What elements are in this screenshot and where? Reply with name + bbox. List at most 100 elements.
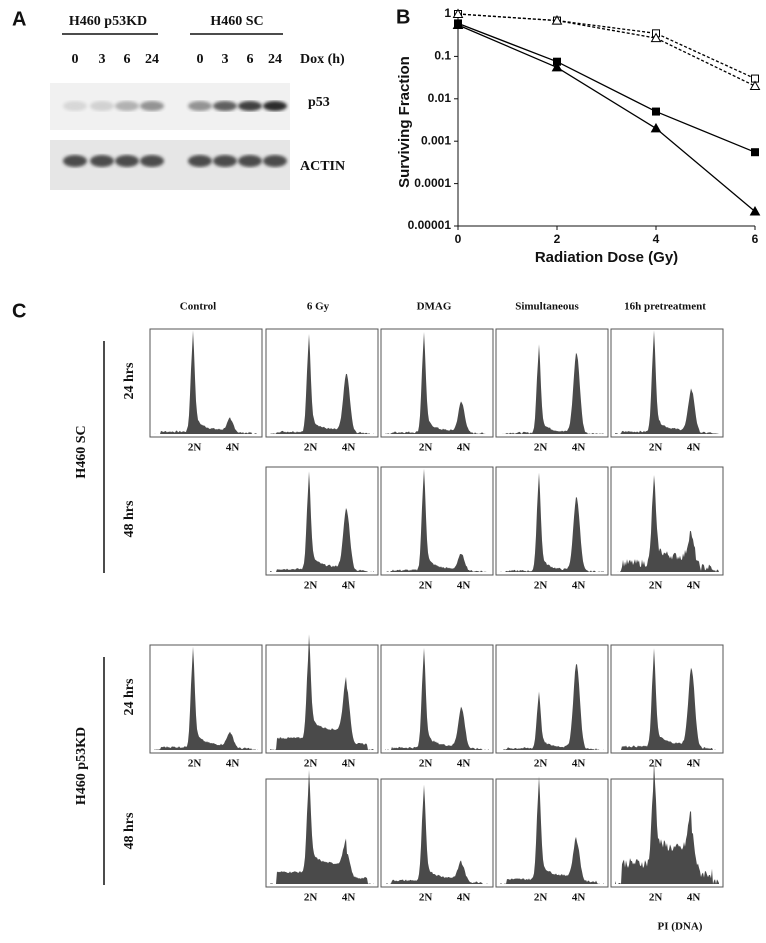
lane-label: 24 — [268, 52, 282, 67]
row-label: 24 hrs — [122, 678, 137, 716]
histogram-frame — [265, 328, 379, 438]
histogram — [615, 648, 719, 750]
histogram-frame — [495, 644, 609, 754]
y-axis-label: Surviving Fraction — [396, 56, 413, 188]
ploidy-label: 2N — [304, 892, 318, 904]
actin-band — [115, 155, 139, 167]
ploidy-label: 2N — [649, 892, 663, 904]
x-tick-label: 2 — [554, 232, 561, 246]
p53-band — [63, 101, 87, 111]
row-label: 48 hrs — [122, 812, 137, 850]
group-label: H460 p53KD — [74, 727, 89, 805]
ploidy-label: 4N — [342, 758, 356, 770]
actin-band — [90, 155, 114, 167]
ploidy-label: 2N — [534, 580, 548, 592]
lane-label: 3 — [99, 52, 106, 67]
x-tick-label: 6 — [752, 232, 759, 246]
column-header: Simultaneous — [515, 301, 579, 313]
series-line — [457, 24, 756, 212]
series-line — [457, 13, 756, 80]
lane-label: 24 — [145, 52, 159, 67]
ploidy-label: 2N — [534, 892, 548, 904]
histogram-frame — [495, 466, 609, 576]
y-tick-label: 0.1 — [434, 49, 451, 63]
marker — [650, 32, 662, 43]
histogram-frame — [149, 644, 263, 754]
column-header: Control — [180, 301, 216, 313]
actin-band — [140, 155, 164, 167]
row-label: 48 hrs — [122, 500, 137, 538]
time-label: Dox (h) — [300, 52, 345, 67]
histogram — [615, 330, 719, 434]
panel-letter: A — [12, 8, 26, 30]
column-header: DMAG — [417, 301, 452, 313]
x-axis-label: Radiation Dose (Gy) — [535, 249, 678, 266]
x-tick-label: 0 — [455, 232, 462, 246]
marker — [650, 122, 662, 133]
ploidy-label: 2N — [419, 758, 433, 770]
actin-band — [263, 155, 287, 167]
p53-band — [213, 101, 237, 111]
ploidy-label: 2N — [188, 442, 202, 454]
histogram — [270, 471, 374, 572]
band-label: p53 — [308, 95, 330, 110]
histogram — [270, 334, 374, 434]
p53-band — [263, 101, 287, 111]
group-label: H460 p53KD — [69, 14, 147, 29]
ploidy-label: 2N — [419, 892, 433, 904]
column-header: 16h pretreatment — [624, 301, 706, 313]
y-tick-label: 0.0001 — [414, 176, 451, 190]
p53-band — [115, 101, 139, 111]
ploidy-label: 4N — [572, 892, 586, 904]
p53-band — [140, 101, 164, 111]
histogram — [385, 647, 489, 750]
histogram — [500, 472, 604, 572]
marker — [551, 61, 563, 72]
ploidy-label: 4N — [342, 442, 356, 454]
lane-label: 0 — [72, 52, 79, 67]
histogram-frame — [495, 328, 609, 438]
marker — [749, 80, 761, 91]
ploidy-label: 2N — [188, 758, 202, 770]
ploidy-label: 2N — [649, 442, 663, 454]
actin-band — [188, 155, 212, 167]
ploidy-label: 4N — [572, 442, 586, 454]
marker — [652, 107, 660, 116]
ploidy-label: 4N — [572, 758, 586, 770]
ploidy-label: 2N — [534, 442, 548, 454]
p53-band — [238, 101, 262, 111]
ploidy-label: 4N — [687, 892, 701, 904]
ploidy-label: 4N — [457, 442, 471, 454]
histogram-frame — [380, 328, 494, 438]
lane-label: 6 — [124, 52, 131, 67]
histogram-frame — [380, 466, 494, 576]
marker — [751, 148, 759, 157]
series-line — [457, 13, 756, 87]
panel-letter: C — [12, 300, 26, 322]
marker — [452, 8, 464, 18]
column-header: 6 Gy — [307, 301, 330, 313]
actin-band — [63, 155, 87, 167]
group-label: H460 SC — [210, 14, 263, 29]
ploidy-label: 4N — [572, 580, 586, 592]
histogram-frame — [380, 778, 494, 888]
histogram-frame — [380, 644, 494, 754]
ploidy-label: 2N — [649, 580, 663, 592]
histogram — [500, 664, 604, 750]
ploidy-label: 2N — [534, 758, 548, 770]
band-label: ACTIN — [300, 159, 345, 174]
ploidy-label: 4N — [457, 758, 471, 770]
ploidy-label: 4N — [226, 442, 240, 454]
x-axis-label: PI (DNA) — [658, 921, 703, 933]
histogram — [500, 776, 604, 884]
histogram — [500, 344, 604, 434]
y-tick-label: 0.001 — [421, 133, 451, 147]
ploidy-label: 2N — [419, 442, 433, 454]
histogram — [385, 331, 489, 434]
y-tick-label: 0.01 — [428, 91, 452, 105]
p53-band — [188, 101, 212, 111]
ploidy-label: 2N — [304, 580, 318, 592]
ploidy-label: 2N — [304, 758, 318, 770]
